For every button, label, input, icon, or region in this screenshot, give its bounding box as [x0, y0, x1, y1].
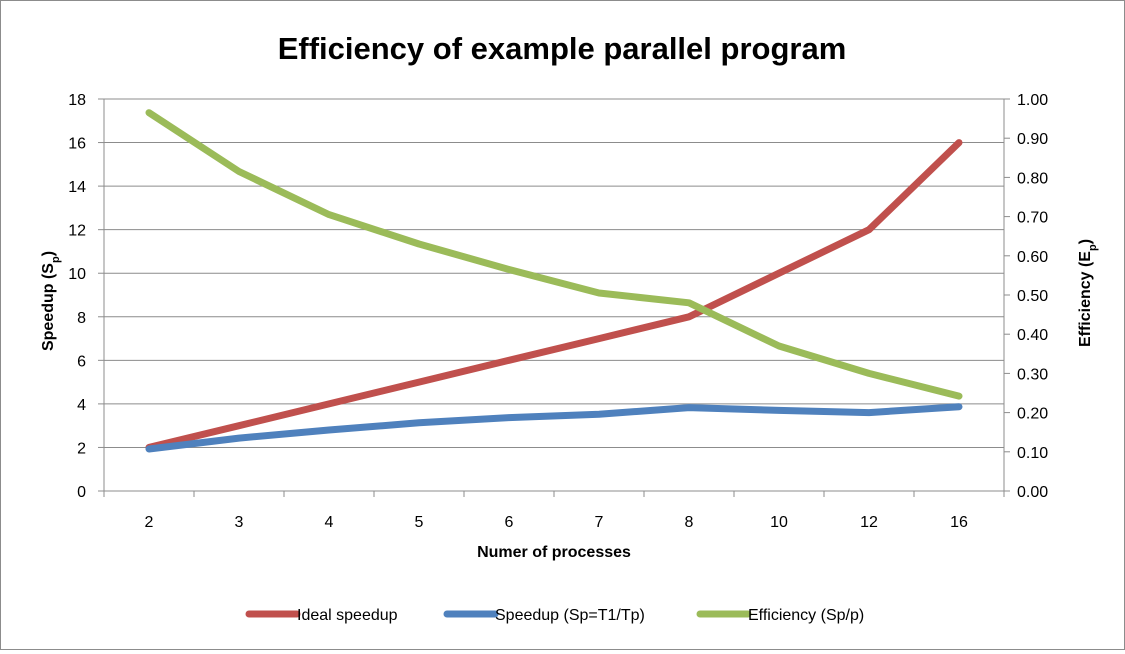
left-axis-title-main: Speedup (S [40, 263, 57, 351]
left-tick-label: 16 [68, 136, 86, 153]
right-axis-title: Efficiency (Ep) [1077, 239, 1099, 347]
series-line-2 [145, 403, 963, 453]
right-tick-label: 0.40 [1017, 327, 1048, 344]
x-tick-label: 12 [860, 514, 878, 531]
left-axis-title-subscript: p [50, 256, 62, 263]
left-tick-label: 14 [68, 179, 86, 196]
right-tick-label: 0.70 [1017, 210, 1048, 227]
x-tick-label: 7 [595, 514, 604, 531]
left-tick-label: 8 [77, 310, 86, 327]
left-tick-label: 0 [77, 484, 86, 501]
right-tick-label: 0.90 [1017, 131, 1048, 148]
right-tick-label: 0.60 [1017, 249, 1048, 266]
x-tick-label: 2 [145, 514, 154, 531]
right-axis-title-end: ) [1077, 239, 1094, 244]
right-axis-title-subscript: p [1087, 244, 1099, 251]
right-tick-label: 1.00 [1017, 92, 1048, 109]
x-tick-label: 10 [770, 514, 788, 531]
right-tick-label: 0.00 [1017, 484, 1048, 501]
left-axis-title-end: ) [40, 251, 57, 256]
series-line-1 [145, 139, 963, 451]
x-axis-ticks: 2 3 4 5 6 7 8 10 12 16 [103, 491, 1005, 531]
x-tick-label: 6 [505, 514, 514, 531]
axes [103, 99, 1005, 492]
series-lines [145, 109, 963, 453]
series-line-3 [145, 109, 963, 400]
right-tick-label: 0.20 [1017, 406, 1048, 423]
legend-label-3: Efficiency (Sp/p) [748, 607, 864, 624]
x-tick-label: 5 [415, 514, 424, 531]
left-tick-label: 12 [68, 223, 86, 240]
left-axis-title: Speedup (Sp) [40, 251, 62, 351]
left-tick-label: 6 [77, 353, 86, 370]
right-axis-ticks: 0.00 0.10 0.20 0.30 0.40 0.50 0.60 0.70 0.80 0.90… [1004, 92, 1048, 501]
x-tick-label: 16 [950, 514, 968, 531]
chart-title: Efficiency of example parallel program [278, 31, 847, 66]
left-tick-label: 18 [68, 92, 86, 109]
x-tick-label: 4 [325, 514, 334, 531]
right-tick-label: 0.50 [1017, 288, 1048, 305]
x-axis-title: Numer of processes [477, 544, 631, 561]
gridlines [104, 98, 1004, 448]
left-tick-label: 2 [77, 440, 86, 457]
left-tick-label: 10 [68, 266, 86, 283]
legend-label-2: Speedup (Sp=T1/Tp) [495, 607, 645, 624]
x-tick-label: 8 [685, 514, 694, 531]
legend: Ideal speedup Speedup (Sp=T1/Tp) Efficienc… [245, 607, 864, 624]
left-tick-label: 4 [77, 397, 86, 414]
right-tick-label: 0.30 [1017, 366, 1048, 383]
right-axis-title-main: Efficiency (E [1077, 251, 1094, 347]
right-tick-label: 0.80 [1017, 170, 1048, 187]
x-tick-label: 3 [235, 514, 244, 531]
legend-label-1: Ideal speedup [297, 607, 398, 624]
left-axis-ticks: 0 2 4 6 8 10 12 14 16 18 [68, 92, 104, 501]
right-tick-label: 0.10 [1017, 445, 1048, 462]
